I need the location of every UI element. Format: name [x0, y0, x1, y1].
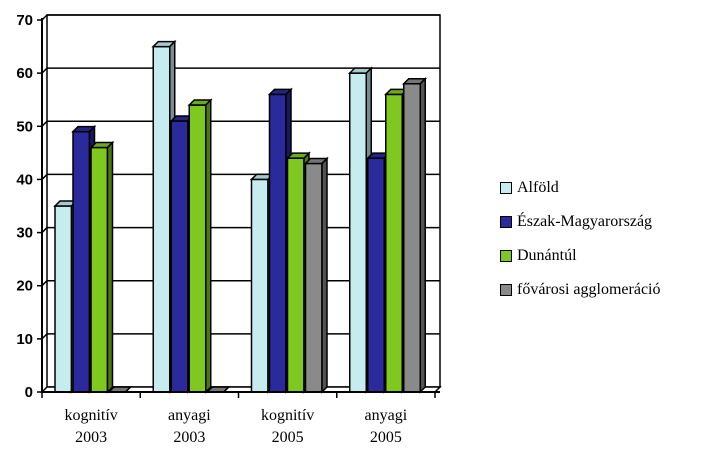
bar-side [205, 98, 212, 394]
legend-item: Alföld [500, 171, 661, 205]
legend-swatch [500, 182, 512, 194]
bar-front [54, 205, 73, 393]
x-tick-label: kognitív 2005 [261, 407, 314, 446]
bar-front [385, 93, 403, 393]
legend-swatch [500, 250, 512, 262]
x-tick-label: anyagi 2003 [168, 407, 211, 446]
legend-label: Észak-Magyarország [517, 213, 653, 230]
bar-front [268, 93, 287, 393]
bar-front [304, 162, 323, 393]
bar-front [349, 72, 367, 393]
legend-item: fővárosi agglomeráció [500, 273, 661, 307]
bar-side [124, 386, 132, 393]
bar-front [250, 178, 269, 393]
bar-front [403, 83, 421, 393]
legend-swatch [500, 284, 512, 296]
y-axis-ticks: 0 10 20 30 40 50 60 70 [16, 12, 42, 401]
x-tick-label: anyagi 2005 [365, 407, 408, 446]
bar [303, 156, 329, 394]
bar-side [223, 386, 230, 393]
bar-side [419, 76, 426, 394]
x-axis-ticks: kognitív 2003 anyagi 2003 kognitív 2005 anyagi… [41, 392, 436, 446]
legend: Alföld Észak-Magyarország Dunántúl fővárosi… [500, 171, 661, 307]
y-tick-label: 60 [16, 65, 33, 82]
bar-side [321, 156, 328, 394]
y-tick-label: 70 [16, 12, 33, 29]
y-tick-label: 20 [16, 278, 33, 295]
bar-front [188, 104, 207, 393]
bar-front [72, 130, 91, 393]
bars [53, 39, 428, 394]
y-tick-label: 0 [25, 384, 33, 401]
bar-front [367, 157, 385, 393]
bar-front [286, 157, 305, 393]
bar-front [170, 120, 189, 393]
bar [107, 386, 133, 393]
axes [41, 18, 440, 393]
legend-label: fővárosi agglomeráció [517, 281, 661, 298]
legend-item: Dunántúl [500, 239, 661, 273]
bar-side [106, 140, 114, 394]
x-tick-label: kognitív 2003 [64, 407, 117, 446]
y-tick-label: 10 [16, 331, 33, 348]
legend-label: Dunántúl [517, 247, 577, 264]
bar [401, 76, 428, 394]
legend-item: Észak-Magyarország [500, 205, 661, 239]
y-tick-label: 50 [16, 118, 33, 135]
legend-swatch [500, 216, 512, 228]
y-tick-label: 30 [16, 225, 33, 242]
bar [89, 140, 115, 394]
bar-front [152, 45, 171, 393]
y-tick-label: 40 [16, 171, 33, 188]
bar [187, 98, 213, 394]
bar-front [90, 146, 109, 393]
legend-label: Alföld [517, 179, 559, 196]
